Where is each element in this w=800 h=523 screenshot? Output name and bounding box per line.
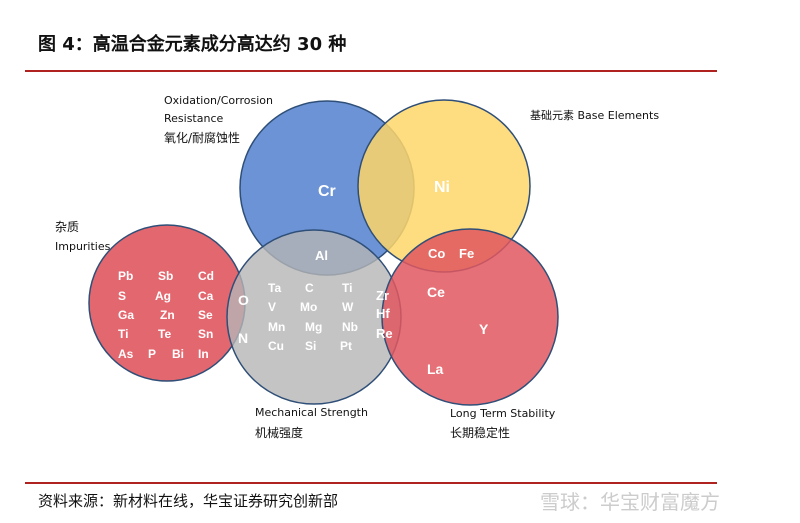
label-mechanical-cn: 机械强度	[255, 426, 304, 440]
circle-mechanical	[226, 229, 402, 405]
element-hf: Hf	[376, 306, 390, 321]
element-ag: Ag	[155, 289, 171, 303]
element-v: V	[268, 300, 276, 314]
element-o: O	[238, 292, 249, 308]
element-te: Te	[158, 327, 171, 341]
circle-stability	[381, 228, 559, 406]
label-mechanical-en: Mechanical Strength	[255, 406, 368, 419]
element-nb: Nb	[342, 320, 358, 334]
figure-title: 图 4：高温合金元素成分高达约 30 种	[38, 34, 347, 55]
element-p: P	[148, 347, 156, 361]
element-la: La	[427, 361, 444, 377]
element-in: In	[198, 347, 209, 361]
element-pb: Pb	[118, 269, 133, 283]
element-zr: Zr	[376, 288, 389, 303]
element-pt: Pt	[340, 339, 352, 353]
element-y: Y	[479, 321, 489, 337]
element-mg: Mg	[305, 320, 322, 334]
circle-impurities	[88, 224, 246, 382]
label-stability-en: Long Term Stability	[450, 407, 556, 420]
element-ti: Ti	[342, 281, 352, 295]
element-ti: Ti	[118, 327, 128, 341]
top-divider	[25, 70, 717, 72]
bottom-divider	[25, 482, 717, 484]
source-note: 资料来源：新材料在线，华宝证券研究创新部	[38, 492, 339, 510]
element-ta: Ta	[268, 281, 281, 295]
element-cu: Cu	[268, 339, 284, 353]
element-cr: Cr	[318, 183, 336, 200]
element-ni: Ni	[434, 179, 450, 196]
label-impurities-cn: 杂质	[55, 220, 80, 234]
element-se: Se	[198, 308, 213, 322]
element-al: Al	[315, 248, 328, 263]
watermark: 雪球：华宝财富魔方	[540, 490, 720, 514]
element-sb: Sb	[158, 269, 173, 283]
element-s: S	[118, 289, 126, 303]
label-base: 基础元素 Base Elements	[530, 109, 660, 122]
label-impurities-en: Impurities	[55, 240, 111, 253]
label-stability-cn: 长期稳定性	[450, 426, 511, 440]
label-oxidation-cn: 氧化/耐腐蚀性	[164, 131, 241, 145]
element-zn: Zn	[160, 308, 175, 322]
element-co: Co	[428, 246, 445, 261]
element-mn: Mn	[268, 320, 285, 334]
element-ca: Ca	[198, 289, 214, 303]
element-sn: Sn	[198, 327, 213, 341]
label-oxidation-en2: Resistance	[164, 112, 224, 125]
element-w: W	[342, 300, 354, 314]
element-fe: Fe	[459, 246, 474, 261]
element-ga: Ga	[118, 308, 134, 322]
label-oxidation-en1: Oxidation/Corrosion	[164, 94, 273, 107]
element-si: Si	[305, 339, 316, 353]
element-cd: Cd	[198, 269, 214, 283]
element-re: Re	[376, 326, 393, 341]
element-n: N	[238, 330, 248, 346]
element-c: C	[305, 281, 314, 295]
element-mo: Mo	[300, 300, 317, 314]
element-bi: Bi	[172, 347, 184, 361]
element-as: As	[118, 347, 134, 361]
element-ce: Ce	[427, 284, 445, 300]
